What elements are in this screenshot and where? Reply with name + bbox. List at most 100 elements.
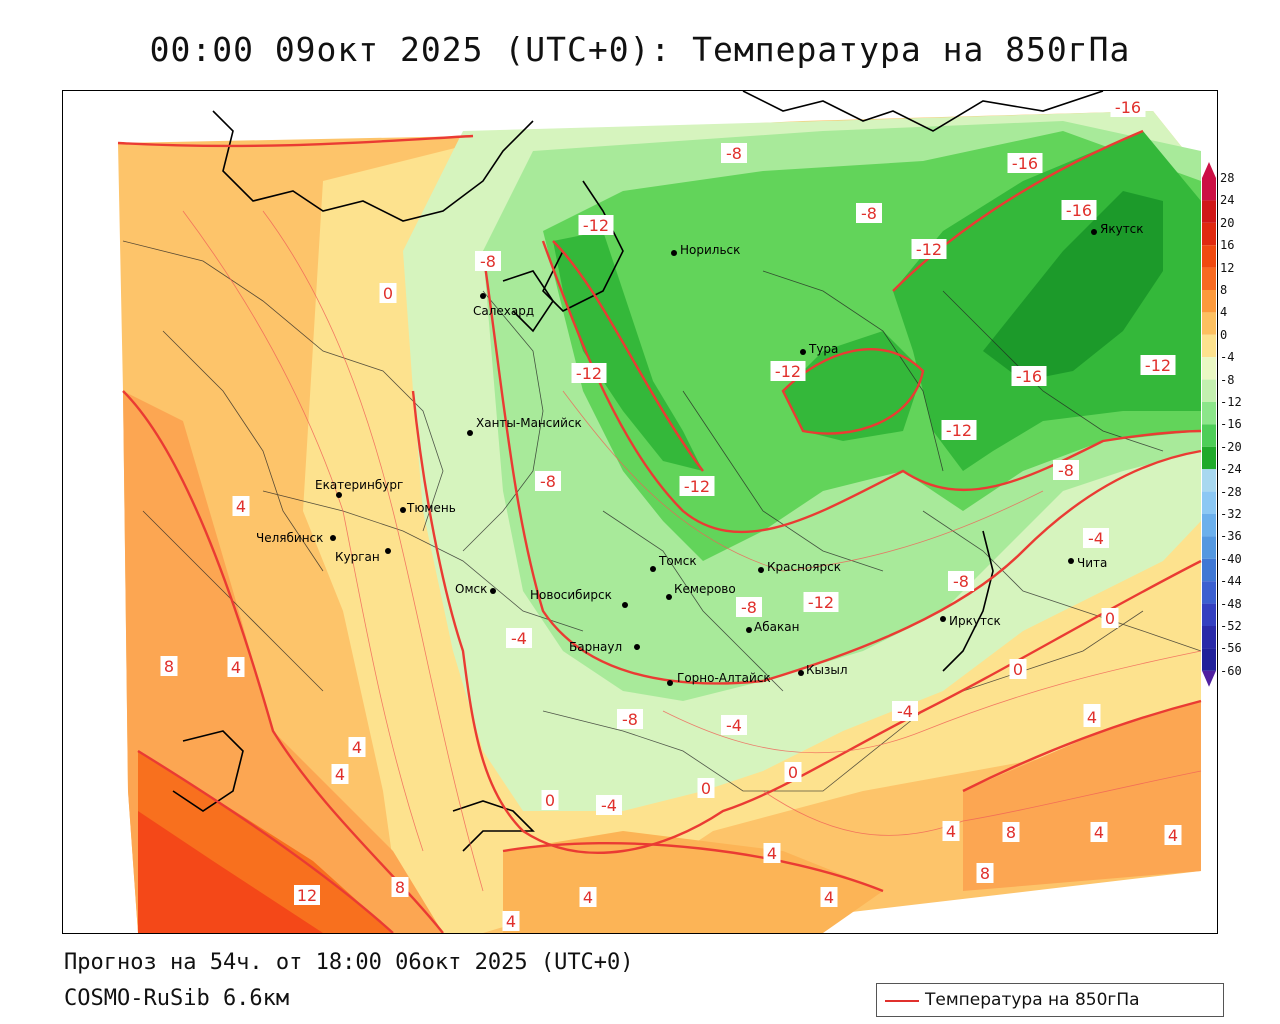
- map-canvas: Норильск Якутск Салехард Тура Ханты-Манс…: [117, 91, 1202, 933]
- scale-tick-label: -28: [1220, 484, 1242, 499]
- isoline-label: 0: [383, 284, 393, 303]
- city-tura: Тура: [800, 342, 838, 356]
- isoline-label: -4: [511, 629, 527, 648]
- isoline-label-bg: [348, 737, 366, 757]
- scale-swatch: [1202, 267, 1216, 290]
- cities: Норильск Якутск Салехард Тура Ханты-Манс…: [256, 222, 1144, 686]
- scale-tick-label: -52: [1220, 619, 1242, 633]
- scale-tick-label: 8: [1220, 283, 1228, 297]
- city-salekhard: Салехард: [473, 293, 534, 318]
- city-abakan: Абакан: [746, 620, 799, 634]
- scale-swatch: [1202, 379, 1216, 402]
- isoline-label-bg: [227, 657, 245, 677]
- scale-tick-label: -56: [1220, 641, 1242, 656]
- isoline-label: 4: [236, 497, 246, 516]
- warm-deep-sw: [138, 811, 323, 933]
- isoline-label: 4: [583, 888, 593, 907]
- isoline-label-bg: [502, 911, 520, 931]
- isoline-label: -8: [540, 472, 556, 491]
- scale-swatch: [1202, 222, 1216, 246]
- scale-swatch: [1202, 648, 1216, 671]
- scale-tick-label: -44: [1220, 574, 1242, 589]
- map-title: 00:00 09окт 2025 (UTC+0): Температура на…: [149, 30, 1131, 69]
- isoline-label-bg: [1007, 153, 1043, 173]
- scale-tick-label: -36: [1220, 529, 1242, 544]
- scale-swatch: [1202, 626, 1216, 649]
- isoline-label-bg: [391, 877, 409, 897]
- isoline-label-bg: [911, 239, 947, 259]
- isoline-label: 0: [788, 763, 798, 782]
- scale-tick-label: -60: [1220, 663, 1242, 678]
- city-omsk: Омск: [455, 582, 496, 596]
- scale-tick-label: 0: [1220, 327, 1228, 342]
- isoline-label: -8: [1058, 461, 1074, 480]
- isoline-label-bg: [571, 363, 607, 383]
- scale-swatch: [1202, 200, 1216, 223]
- city-label-krasnoyarsk: Красноярск: [767, 560, 841, 574]
- isoline-label: -8: [861, 204, 877, 223]
- coastline: [172, 91, 1104, 852]
- scale-swatch: [1202, 312, 1216, 335]
- city-label-chita: Чита: [1077, 556, 1107, 570]
- isoline-label: -12: [1145, 356, 1171, 375]
- scale-swatch: [1202, 178, 1216, 201]
- isoline-label: -8: [726, 144, 742, 163]
- isotherms: [117, 129, 1202, 933]
- isoline-label-bg: [976, 863, 994, 883]
- isoline-label: 4: [824, 888, 834, 907]
- isoline-label: 4: [1168, 826, 1178, 845]
- warm-orange-se: [963, 701, 1201, 891]
- isoline-label-bg: [1110, 97, 1146, 117]
- scale-swatch: [1202, 245, 1216, 268]
- isoline-label: 12: [297, 886, 317, 905]
- scale-tick-label: 16: [1220, 238, 1235, 253]
- scale-swatch: [1202, 469, 1216, 492]
- isoline-label: -16: [1115, 98, 1141, 117]
- scale-swatch: [1202, 402, 1216, 425]
- scale-tick-label: 12: [1220, 260, 1235, 275]
- isoline-label: -12: [576, 364, 602, 383]
- isoline-label-bg: [892, 701, 918, 721]
- scale-arrow-top: [1202, 162, 1216, 178]
- city-label-chelyabinsk: Челябинск: [256, 531, 323, 545]
- isoline-label: 4: [1087, 708, 1097, 727]
- scale-swatch: [1202, 558, 1216, 582]
- isoline-label-bg: [579, 887, 597, 907]
- isoline-label-bg: [1164, 825, 1182, 845]
- scale-swatch: [1202, 446, 1216, 470]
- isoline-label-bg: [1002, 822, 1020, 842]
- borders: [122, 240, 1202, 792]
- city-yakutsk: Якутск: [1091, 222, 1144, 236]
- scale-swatch: [1202, 357, 1216, 380]
- city-norilsk: Норильск: [671, 243, 740, 257]
- city-label-tomsk: Томск: [658, 554, 697, 568]
- isoline-label: 8: [395, 878, 405, 897]
- map-frame[interactable]: Норильск Якутск Салехард Тура Ханты-Манс…: [62, 90, 1218, 934]
- isoline-label-bg: [948, 571, 974, 591]
- isoline-label: 4: [946, 822, 956, 841]
- isoline-label: 8: [980, 864, 990, 883]
- city-tomsk: Томск: [650, 554, 697, 572]
- isoline-label-bg: [1083, 528, 1109, 548]
- isoline-label-bg: [617, 709, 643, 729]
- scale-tick-label: 20: [1220, 215, 1235, 230]
- city-krasnoyarsk: Красноярск: [758, 560, 841, 574]
- isoline-label-bg: [942, 821, 960, 841]
- model-name: COSMO-RuSib 6.6км: [64, 986, 290, 1011]
- city-label-ekaterinburg: Екатеринбург: [315, 478, 403, 492]
- isoline-label: -4: [897, 702, 913, 721]
- isoline-label-bg: [379, 283, 397, 303]
- city-novosibirsk: Новосибирск: [530, 588, 628, 608]
- isoline-label: -4: [601, 796, 617, 815]
- isoline-label-bg: [1009, 659, 1027, 679]
- isoline-label: -4: [726, 716, 742, 735]
- city-label-gorno-altaysk: Горно-Алтайск: [677, 671, 771, 685]
- isoline-label: 4: [335, 765, 345, 784]
- isoline-label: -8: [622, 710, 638, 729]
- city-label-tyumen: Тюмень: [406, 501, 456, 515]
- scale-tick-label: -20: [1220, 439, 1242, 454]
- isoline-label: 4: [506, 912, 516, 931]
- isoline-label-bg: [596, 795, 622, 815]
- city-label-kyzyl: Кызыл: [806, 663, 848, 677]
- isoline-labels: -16 -16 -16 -8 -8 -12 -8 -12 -12 -12 0 -12 -16 -12 -8 -…: [160, 97, 1182, 931]
